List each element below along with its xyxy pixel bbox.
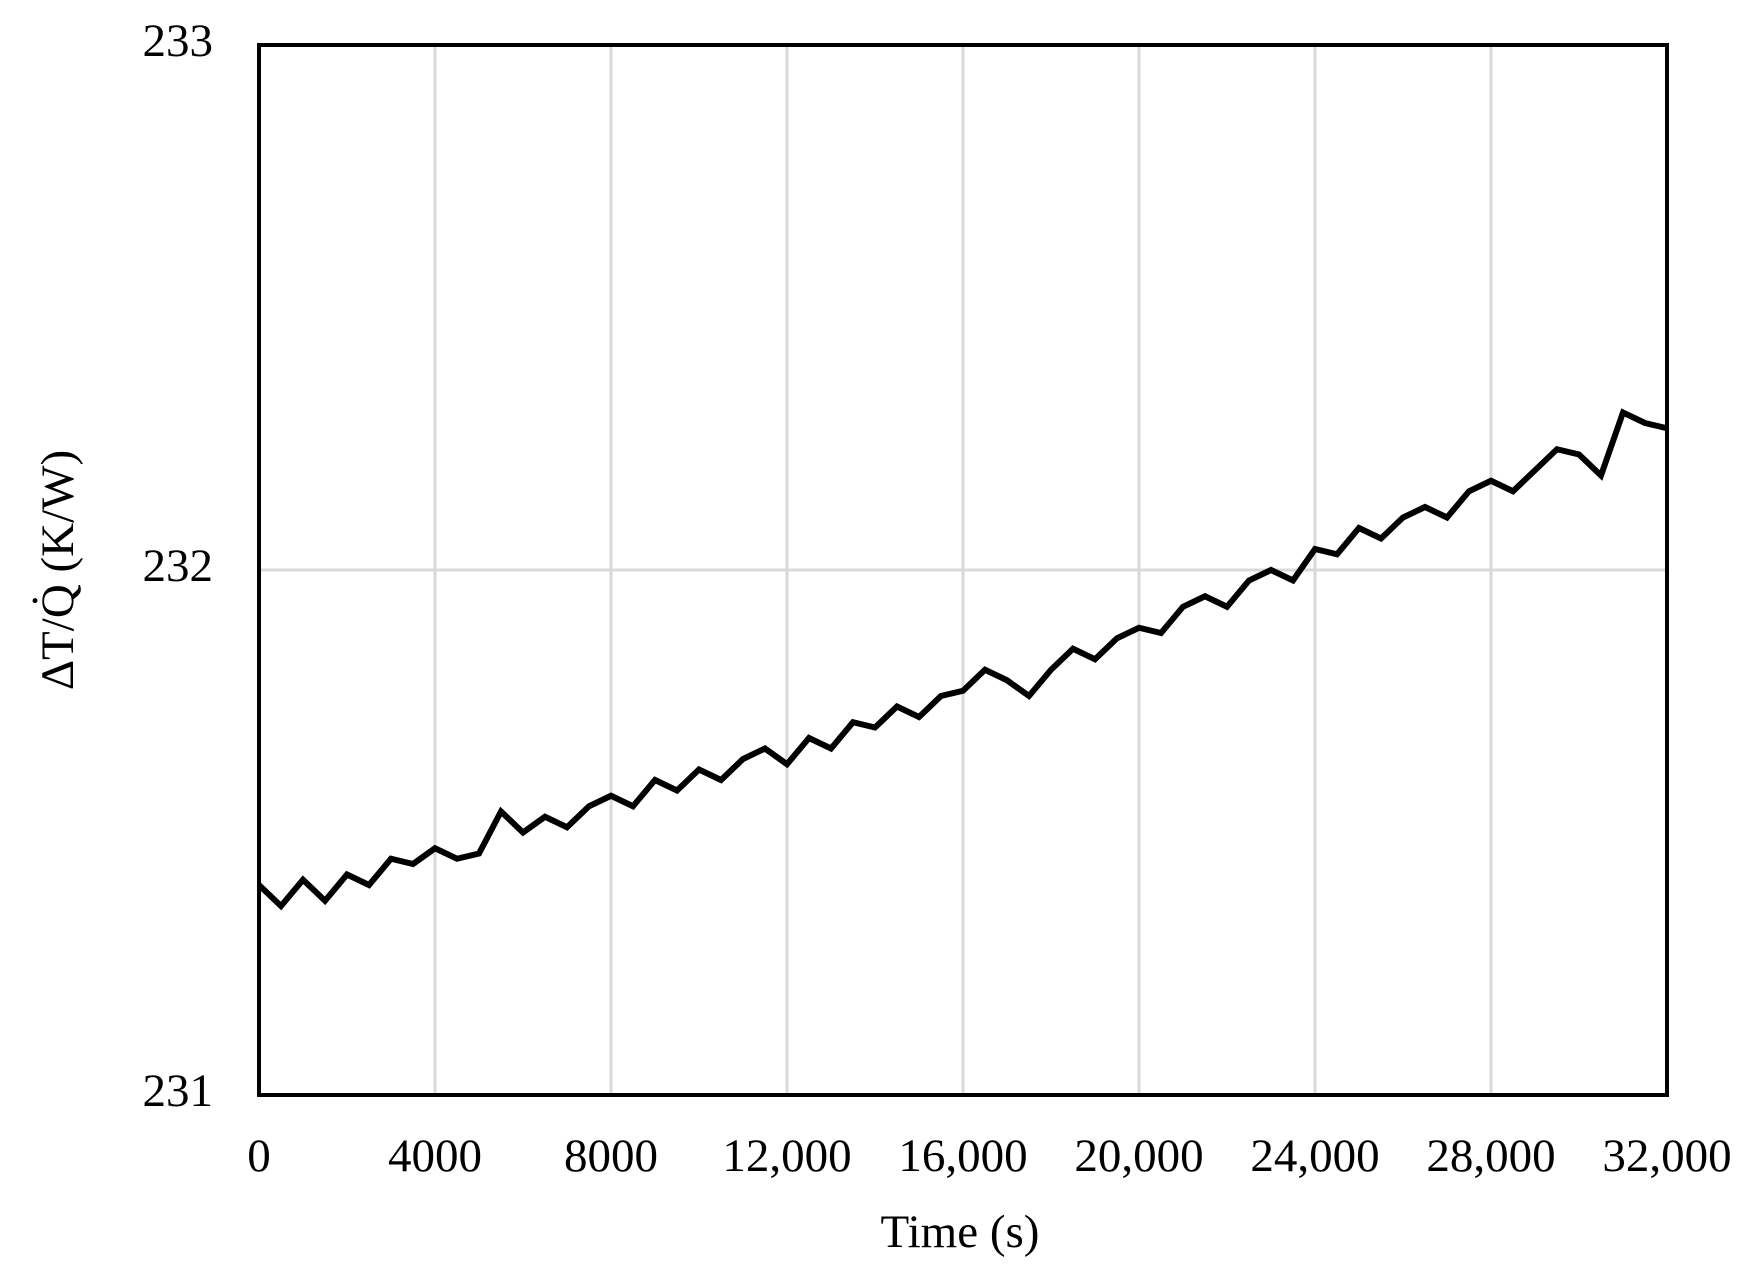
x-tick-label: 24,000	[1250, 1130, 1379, 1182]
x-tick-label: 20,000	[1074, 1130, 1203, 1182]
x-tick-label: 28,000	[1426, 1130, 1555, 1182]
plot-border	[257, 43, 1669, 1097]
x-tick-label: 8000	[564, 1130, 658, 1182]
x-axis-title: Time (s)	[881, 1206, 1040, 1258]
y-axis-title: ΔT/Q̇ (K/W)	[32, 450, 84, 690]
x-tick-label: 32,000	[1602, 1130, 1731, 1182]
y-tick-label: 231	[143, 1065, 214, 1117]
y-tick-label: 232	[143, 540, 214, 592]
x-tick-label: 12,000	[722, 1130, 851, 1182]
x-tick-label: 0	[247, 1130, 271, 1182]
x-tick-label: 16,000	[898, 1130, 1027, 1182]
x-tick-label: 4000	[388, 1130, 482, 1182]
data-line	[256, 408, 1668, 911]
y-tick-label: 233	[143, 15, 214, 67]
